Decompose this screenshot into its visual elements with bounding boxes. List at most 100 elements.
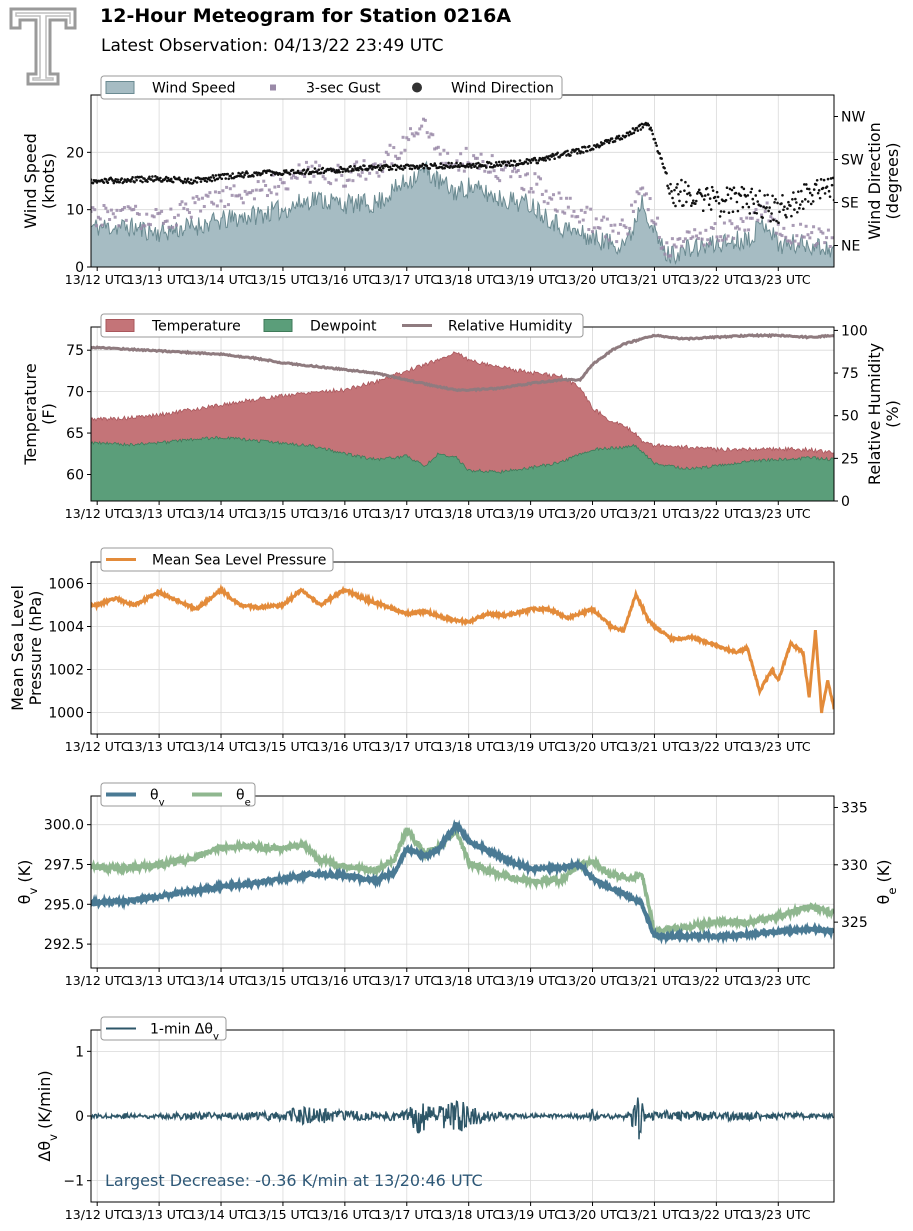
wind-direction-point xyxy=(353,164,356,168)
wind-direction-point xyxy=(524,160,528,164)
wind-direction-point xyxy=(284,169,288,172)
gust-point xyxy=(760,213,764,217)
gust-point xyxy=(117,224,121,228)
gust-point xyxy=(665,241,669,245)
gust-point xyxy=(197,197,201,201)
wind-direction-point xyxy=(209,176,213,179)
wind-direction-point xyxy=(661,162,664,166)
dtheta-x-tick-label: 13/16 UTC xyxy=(312,1207,377,1222)
gust-point xyxy=(358,174,362,178)
wind-direction-point xyxy=(617,134,621,138)
pressure-x-tick-label: 13/13 UTC xyxy=(127,739,192,754)
gust-point xyxy=(100,223,104,227)
gust-point xyxy=(158,211,162,215)
wind-direction-point xyxy=(580,150,583,153)
wind-direction-point xyxy=(534,158,538,162)
gust-point xyxy=(109,208,113,212)
wind-direction-point xyxy=(202,176,206,180)
gust-point xyxy=(221,189,225,193)
wind-direction-point xyxy=(650,129,654,132)
wind-direction-point xyxy=(564,150,567,153)
temperature-x-tick-label: 13/16 UTC xyxy=(312,506,377,521)
gust-point xyxy=(661,245,665,249)
theta-x-tick-label: 13/22 UTC xyxy=(684,973,749,988)
gust-point xyxy=(420,124,424,128)
wind-direction-point xyxy=(821,186,825,190)
gust-point xyxy=(423,118,427,122)
gust-point xyxy=(542,200,546,204)
theta-x-tick-label: 13/15 UTC xyxy=(251,973,316,988)
gust-point xyxy=(96,215,100,219)
gust-point xyxy=(737,227,741,231)
gust-point xyxy=(187,211,191,215)
gust-point xyxy=(461,162,464,166)
temperature-x-tick-label: 13/18 UTC xyxy=(436,506,501,521)
temperature-y2-tick-label: 0 xyxy=(841,494,850,510)
gust-point xyxy=(756,218,760,222)
gust-point xyxy=(243,189,247,193)
pressure-plot xyxy=(91,583,834,714)
gust-point xyxy=(239,196,243,200)
gust-point xyxy=(503,165,507,169)
wind-direction-point xyxy=(218,175,222,179)
wind-direction-point xyxy=(696,190,700,194)
dtheta-y-axis-label: Δθv (K/min) xyxy=(35,1070,60,1161)
wind-direction-point xyxy=(398,167,402,170)
gust-point xyxy=(739,217,743,221)
wind-direction-point xyxy=(780,202,783,205)
temperature-x-tick-label: 13/23 UTC xyxy=(746,506,811,521)
gust-point xyxy=(217,191,221,195)
gust-point xyxy=(474,156,478,160)
wind-direction-point xyxy=(135,178,138,182)
gust-point xyxy=(529,187,533,191)
gust-point xyxy=(176,213,180,217)
wind-direction-point xyxy=(537,159,541,162)
gust-point xyxy=(345,178,349,182)
wind-direction-point xyxy=(204,176,208,180)
pressure-x-tick-label: 13/16 UTC xyxy=(312,739,377,754)
gust-point xyxy=(314,160,318,164)
gust-point xyxy=(412,134,416,138)
wind-direction-point xyxy=(694,202,697,205)
wind-direction-point xyxy=(614,137,618,140)
wind-direction-point xyxy=(507,161,511,165)
gust-point xyxy=(381,170,385,174)
gust-point xyxy=(754,207,758,211)
gust-point xyxy=(245,192,249,196)
wind-direction-point xyxy=(789,204,792,208)
gust-point xyxy=(685,230,689,234)
gust-point xyxy=(609,223,613,227)
wind-direction-point xyxy=(797,190,800,193)
gust-point xyxy=(119,208,123,212)
wind-x-tick-label: 13/12 UTC xyxy=(65,272,130,287)
wind-direction-point xyxy=(493,164,497,168)
gust-point xyxy=(472,154,476,158)
wind-direction-point xyxy=(210,179,214,183)
gust-point xyxy=(200,196,204,200)
wind-legend-label: Wind Direction xyxy=(451,81,554,97)
gust-point xyxy=(594,217,598,221)
gust-point xyxy=(828,244,832,248)
wind-direction-point xyxy=(667,186,670,190)
wind-direction-point xyxy=(186,177,190,180)
wind-direction-point xyxy=(252,174,255,178)
wind-direction-point xyxy=(169,177,173,181)
gust-point xyxy=(626,232,630,236)
wind-direction-point xyxy=(194,176,198,180)
wind-direction-point xyxy=(798,206,801,210)
theta-x-tick-label: 13/18 UTC xyxy=(436,973,501,988)
wind-direction-point xyxy=(553,157,556,160)
wind-direction-point xyxy=(195,181,199,184)
wind-direction-point xyxy=(177,176,181,179)
wind-direction-point xyxy=(497,160,501,164)
page-title: 12-Hour Meteogram for Station 0216A xyxy=(100,5,512,27)
theta-y2-tick-label: 330 xyxy=(841,858,868,874)
wind-direction-point xyxy=(666,184,669,188)
wind-direction-point xyxy=(777,221,780,225)
gust-point xyxy=(527,190,531,194)
gust-point xyxy=(784,235,788,239)
gust-point xyxy=(401,135,405,139)
wind-direction-point xyxy=(825,185,829,188)
wind-direction-point xyxy=(115,180,119,184)
